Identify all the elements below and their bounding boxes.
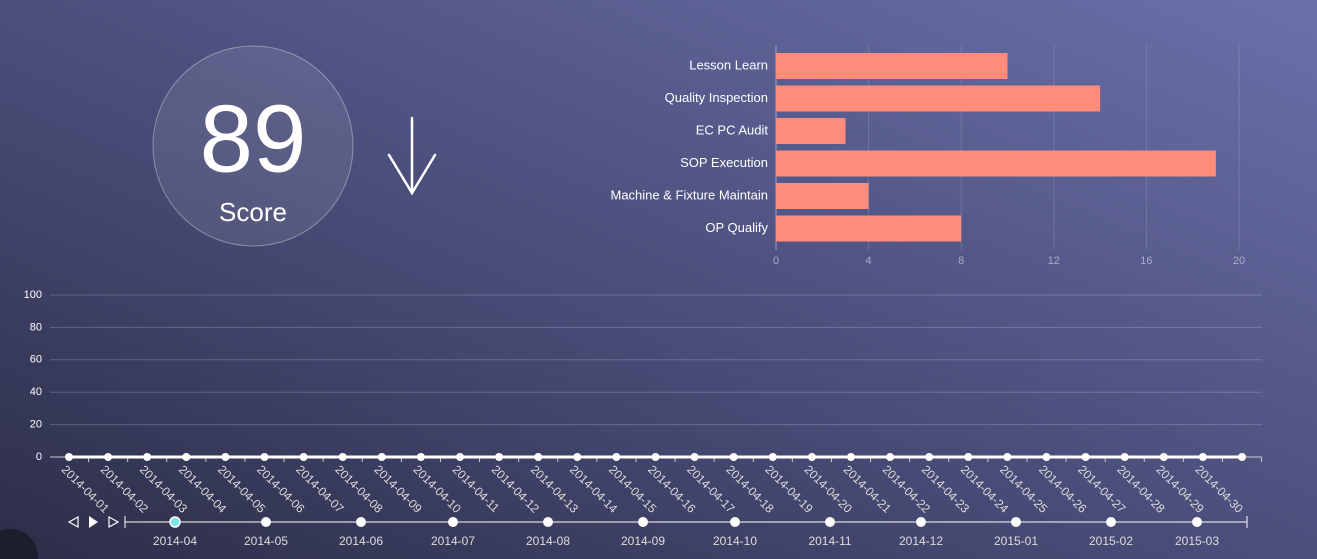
x-tick-label: 16 <box>1140 255 1152 267</box>
prev-button[interactable] <box>67 515 79 529</box>
y-tick-label: 100 <box>24 289 42 301</box>
timeline-dot-current[interactable] <box>169 516 181 528</box>
play-button[interactable] <box>89 516 98 528</box>
y-tick-label: SOP Execution <box>680 155 768 170</box>
y-tick-label: Quality Inspection <box>665 90 768 105</box>
next-button[interactable] <box>108 515 120 529</box>
timeline-label: 2015-01 <box>994 534 1038 548</box>
timeline-label: 2015-02 <box>1089 534 1133 548</box>
timeline-label: 2014-10 <box>713 534 757 548</box>
point <box>807 453 816 461</box>
timeline-label: 2014-05 <box>244 534 288 548</box>
point <box>299 453 308 461</box>
timeline-label: 2015-03 <box>1175 534 1219 548</box>
timeline-label: 2014-07 <box>431 534 475 548</box>
point <box>495 453 504 461</box>
x-tick-label: 12 <box>1048 255 1060 267</box>
corner-button[interactable] <box>0 529 38 559</box>
x-tick-label: 8 <box>958 255 964 267</box>
y-tick-label: EC PC Audit <box>696 122 769 137</box>
score-value: 89 <box>200 85 307 192</box>
point <box>377 453 386 461</box>
point <box>221 453 230 461</box>
point <box>534 453 543 461</box>
point <box>260 453 269 461</box>
point <box>143 453 152 461</box>
point <box>847 453 855 461</box>
point <box>1003 453 1012 461</box>
score-circle <box>152 45 354 247</box>
y-tick-label: 80 <box>30 321 42 333</box>
x-tick-label: 20 <box>1233 255 1245 267</box>
timeline-label: 2014-09 <box>621 534 665 548</box>
y-tick-label: Machine & Fixture Maintain <box>610 187 768 202</box>
bar <box>776 183 869 209</box>
timeline-dot[interactable] <box>825 517 835 527</box>
timeline-label: 2014-12 <box>899 534 943 548</box>
point <box>1159 453 1168 461</box>
timeline-dot[interactable] <box>916 517 926 527</box>
bar <box>776 150 1216 177</box>
timeline-label: 2014-11 <box>808 534 851 548</box>
timeline-controls[interactable] <box>67 515 120 529</box>
timeline-dot[interactable] <box>730 517 740 527</box>
timeline-dot[interactable] <box>1192 517 1202 527</box>
score-label: Score <box>219 197 287 227</box>
bar <box>776 215 962 242</box>
bar <box>776 53 1008 79</box>
timeline-dot[interactable] <box>261 517 271 527</box>
point <box>104 453 113 461</box>
timeline-label: 2014-06 <box>339 534 383 548</box>
bar <box>776 85 1101 112</box>
y-tick-label: Lesson Learn <box>689 57 768 72</box>
point <box>768 453 777 461</box>
point <box>1081 453 1090 461</box>
point <box>651 453 660 461</box>
point <box>416 453 425 461</box>
point <box>1120 453 1129 461</box>
y-tick-label: 40 <box>30 386 42 398</box>
y-tick-label: OP Qualify <box>705 220 768 235</box>
timeline-dot[interactable] <box>543 517 553 527</box>
y-tick-label: 0 <box>36 451 42 463</box>
point <box>1042 453 1051 461</box>
point <box>182 453 191 461</box>
point <box>338 453 347 461</box>
timeline-label: 2014-04 <box>153 534 197 548</box>
point <box>65 453 73 461</box>
point <box>690 453 699 461</box>
point <box>1238 453 1246 461</box>
timeline-dot[interactable] <box>448 517 458 527</box>
point <box>573 453 582 461</box>
point <box>1198 453 1207 461</box>
timeline-dot[interactable] <box>356 517 366 527</box>
point <box>456 453 464 461</box>
x-tick-label: 0 <box>773 255 779 267</box>
point <box>612 453 621 461</box>
point <box>886 453 895 461</box>
trend-arrow <box>387 116 437 196</box>
point <box>964 453 973 461</box>
point <box>925 453 934 461</box>
y-tick-label: 60 <box>30 354 42 366</box>
x-tick-label: 4 <box>866 255 872 267</box>
bar <box>776 118 846 144</box>
y-tick-label: 20 <box>30 419 42 431</box>
timeline-dot[interactable] <box>1011 517 1021 527</box>
timeline-dot[interactable] <box>638 517 648 527</box>
timeline-dot[interactable] <box>1106 517 1116 527</box>
timeline-label: 2014-08 <box>526 534 570 548</box>
point <box>729 453 738 461</box>
